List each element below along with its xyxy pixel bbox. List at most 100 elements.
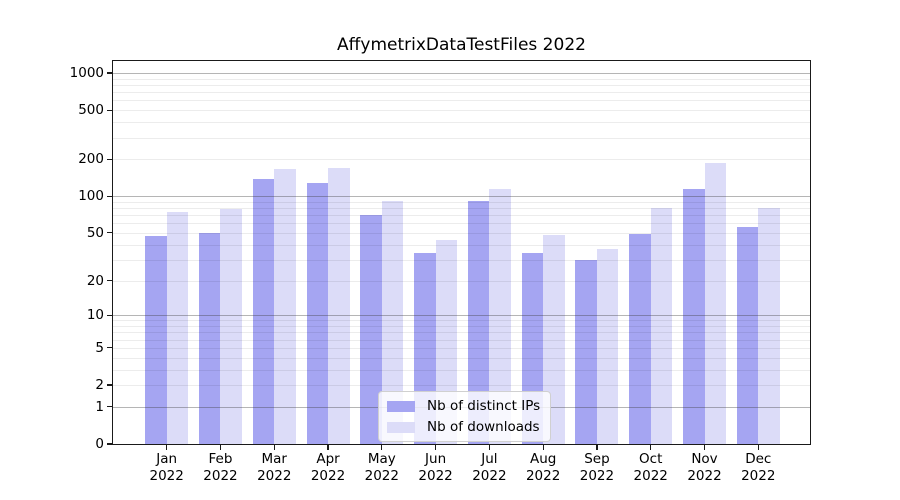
x-axis-tick bbox=[542, 444, 544, 450]
chart-title: AffymetrixDataTestFiles 2022 bbox=[337, 35, 586, 55]
x-axis-tick bbox=[650, 444, 652, 450]
x-tick-year: 2022 bbox=[257, 468, 292, 484]
bar-downloads-may bbox=[381, 201, 404, 444]
x-tick-year: 2022 bbox=[418, 468, 453, 484]
y-axis-tick-label: 10 bbox=[86, 307, 104, 324]
y-axis-tick bbox=[106, 158, 113, 160]
bar-distinct-ips-jan bbox=[145, 236, 167, 444]
x-tick-month: Mar bbox=[261, 451, 287, 467]
x-axis-tick-label: Sep 2022 bbox=[565, 451, 629, 485]
x-tick-year: 2022 bbox=[633, 468, 668, 484]
y-axis-tick bbox=[106, 347, 113, 349]
x-axis-tick bbox=[381, 444, 383, 450]
bars-layer bbox=[113, 61, 810, 444]
y-axis-tick bbox=[106, 384, 113, 386]
x-axis-tick-label: Jun 2022 bbox=[404, 451, 468, 485]
bar-distinct-ips-feb bbox=[198, 232, 221, 444]
bar-distinct-ips-nov bbox=[683, 188, 705, 444]
bar-distinct-ips-dec bbox=[736, 226, 759, 444]
bar-distinct-ips-mar bbox=[252, 179, 275, 444]
bar-downloads-feb bbox=[220, 209, 242, 444]
x-tick-year: 2022 bbox=[525, 468, 561, 484]
x-tick-month: Apr bbox=[316, 451, 340, 467]
x-tick-month: May bbox=[367, 451, 396, 467]
y-axis-tick-label: 200 bbox=[78, 151, 104, 168]
bar-downloads-nov bbox=[704, 162, 726, 444]
plot-border bbox=[111, 59, 811, 445]
x-axis-tick-label: Jan 2022 bbox=[135, 451, 199, 485]
x-tick-month: Dec bbox=[745, 451, 772, 467]
x-axis-tick-label: May 2022 bbox=[350, 451, 414, 485]
x-axis-tick-label: Jul 2022 bbox=[457, 451, 521, 485]
x-axis-tick-label: Feb 2022 bbox=[188, 451, 252, 485]
x-axis-tick-label: Dec 2022 bbox=[726, 451, 790, 485]
x-tick-year: 2022 bbox=[364, 468, 399, 484]
x-axis-tick-label: Aug 2022 bbox=[511, 451, 575, 485]
legend-swatch-distinct-ips bbox=[387, 400, 415, 412]
x-axis-tick bbox=[219, 444, 222, 450]
bar-distinct-ips-jul bbox=[467, 200, 490, 444]
x-axis-tick-label: Mar 2022 bbox=[242, 451, 306, 485]
y-axis-tick bbox=[106, 195, 113, 197]
x-tick-year: 2022 bbox=[310, 468, 346, 484]
y-axis-tick bbox=[106, 279, 113, 282]
x-axis-tick bbox=[166, 444, 168, 450]
x-axis-tick-label: Oct 2022 bbox=[619, 451, 683, 485]
legend-item-downloads: Nb of downloads bbox=[387, 419, 540, 435]
legend-item-distinct-ips: Nb of distinct IPs bbox=[387, 398, 540, 414]
y-axis-tick-label: 2 bbox=[95, 377, 104, 393]
bar-distinct-ips-may bbox=[360, 215, 382, 444]
x-axis-tick-label: Nov 2022 bbox=[673, 451, 737, 485]
bar-distinct-ips-sep bbox=[575, 259, 597, 444]
legend: Nb of distinct IPs Nb of downloads bbox=[378, 391, 552, 442]
bar-downloads-jan bbox=[166, 212, 189, 444]
x-tick-year: 2022 bbox=[687, 468, 722, 484]
x-tick-month: Nov bbox=[691, 451, 718, 467]
y-axis-tick bbox=[106, 443, 113, 445]
bar-downloads-jul bbox=[489, 188, 511, 444]
legend-label: Nb of distinct IPs bbox=[427, 398, 541, 414]
bar-downloads-dec bbox=[758, 208, 780, 444]
x-axis-tick bbox=[703, 444, 706, 450]
bar-downloads-sep bbox=[596, 248, 619, 444]
x-tick-month: Oct bbox=[639, 451, 663, 467]
y-axis-tick-label: 1 bbox=[95, 398, 104, 415]
x-axis-tick-label: Apr 2022 bbox=[296, 451, 360, 485]
y-axis-tick-label: 20 bbox=[86, 272, 104, 289]
y-axis-tick-label: 1000 bbox=[69, 65, 104, 81]
x-tick-year: 2022 bbox=[741, 468, 776, 484]
x-axis-tick bbox=[327, 444, 329, 450]
y-axis-tick-label: 500 bbox=[78, 102, 104, 119]
x-tick-year: 2022 bbox=[149, 468, 184, 484]
bar-downloads-mar bbox=[274, 169, 296, 444]
plot-area bbox=[113, 61, 810, 444]
bar-downloads-apr bbox=[328, 167, 350, 444]
y-axis-tick bbox=[106, 314, 113, 316]
x-tick-month: Jul bbox=[481, 451, 498, 467]
y-axis-tick-label: 50 bbox=[86, 224, 104, 241]
x-tick-year: 2022 bbox=[472, 468, 507, 484]
x-axis-tick bbox=[435, 444, 437, 450]
y-axis-tick bbox=[106, 406, 113, 408]
y-axis-tick bbox=[106, 232, 113, 234]
x-tick-month: Aug bbox=[529, 451, 557, 467]
y-axis-tick bbox=[106, 72, 113, 74]
bar-downloads-oct bbox=[650, 208, 673, 444]
x-tick-month: Sep bbox=[584, 451, 610, 467]
x-axis-tick bbox=[488, 444, 490, 450]
x-tick-month: Feb bbox=[208, 451, 233, 467]
x-axis-tick bbox=[757, 444, 759, 450]
y-axis-tick-label: 0 bbox=[95, 436, 104, 452]
x-tick-year: 2022 bbox=[203, 468, 238, 484]
bar-distinct-ips-apr bbox=[306, 183, 329, 444]
legend-label: Nb of downloads bbox=[427, 419, 540, 435]
x-tick-month: Jan bbox=[156, 451, 178, 467]
bar-distinct-ips-oct bbox=[629, 233, 651, 444]
x-tick-month: Jun bbox=[425, 451, 447, 467]
y-axis-tick-label: 5 bbox=[95, 339, 104, 356]
y-axis-tick bbox=[106, 109, 113, 111]
y-axis-tick-label: 100 bbox=[78, 188, 104, 205]
x-tick-year: 2022 bbox=[579, 468, 615, 484]
legend-swatch-downloads bbox=[387, 421, 415, 433]
